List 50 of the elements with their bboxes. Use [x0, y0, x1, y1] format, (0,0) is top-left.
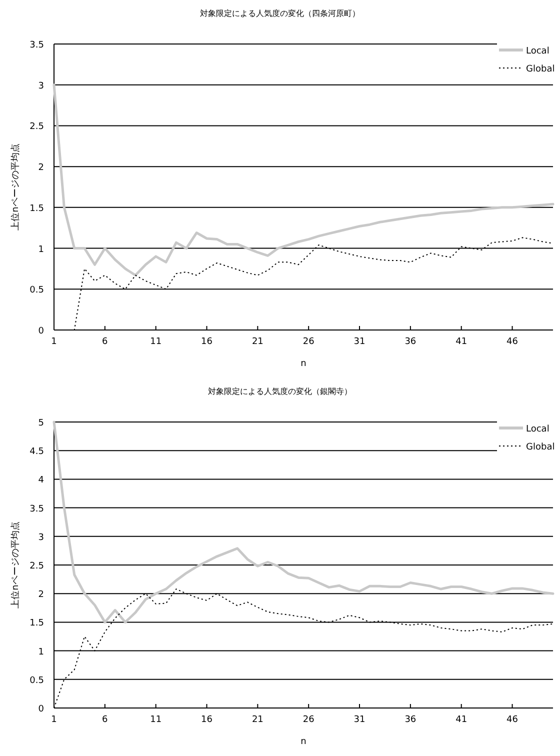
- legend-label: Global: [526, 64, 555, 74]
- y-tick-label: 2: [38, 163, 44, 174]
- y-tick-label: 1: [38, 244, 44, 255]
- y-tick-label: 1.5: [30, 618, 44, 629]
- y-tick-label: 0.5: [30, 286, 44, 296]
- x-tick-label: 6: [102, 337, 108, 347]
- x-tick-label: 6: [102, 715, 108, 725]
- y-tick-label: 3: [38, 532, 44, 543]
- y-tick-label: 2: [38, 590, 44, 600]
- y-tick-label: 1: [38, 647, 44, 658]
- x-tick-label: 31: [354, 337, 366, 347]
- y-tick-label: 4.5: [30, 447, 44, 458]
- x-tick-label: 21: [252, 715, 264, 725]
- legend-label: Local: [526, 46, 550, 56]
- y-tick-label: 0: [38, 326, 44, 336]
- y-tick-label: 2.5: [30, 562, 44, 572]
- y-tick-label: 3: [38, 81, 44, 92]
- x-tick-label: 36: [404, 715, 416, 725]
- x-tick-label: 46: [506, 715, 518, 725]
- x-tick-label: 21: [252, 337, 264, 347]
- chart-title: 対象限定による人気度の変化（四条河原町）: [200, 9, 360, 18]
- y-tick-label: 3.5: [30, 40, 44, 50]
- x-tick-label: 26: [302, 337, 315, 347]
- x-tick-label: 1: [51, 337, 57, 347]
- x-tick-label: 41: [456, 715, 468, 725]
- y-tick-label: 2.5: [30, 122, 44, 132]
- x-tick-label: 36: [404, 337, 416, 347]
- y-tick-label: 0: [38, 704, 44, 714]
- chart-title: 対象限定による人気度の変化（銀閣寺）: [208, 387, 352, 396]
- x-axis-title: n: [300, 737, 306, 747]
- x-tick-label: 16: [201, 715, 213, 725]
- x-tick-label: 31: [354, 715, 366, 725]
- y-axis-title: 上位nページの平均点: [10, 144, 21, 230]
- y-axis-title: 上位nページの平均点: [10, 522, 21, 608]
- legend-label: Local: [526, 424, 550, 434]
- legend-label: Global: [526, 442, 555, 452]
- y-tick-label: 4: [38, 476, 44, 486]
- x-tick-label: 16: [201, 337, 213, 347]
- y-tick-label: 3.5: [30, 504, 44, 514]
- y-tick-label: 1.5: [30, 204, 44, 214]
- x-tick-label: 26: [302, 715, 315, 725]
- x-tick-label: 11: [150, 715, 162, 725]
- y-tick-label: 0.5: [30, 676, 44, 686]
- y-tick-label: 5: [38, 418, 44, 428]
- x-tick-label: 11: [150, 337, 162, 347]
- x-tick-label: 41: [456, 337, 468, 347]
- x-tick-label: 1: [51, 715, 57, 725]
- line-series: [52, 84, 554, 276]
- x-tick-label: 46: [506, 337, 518, 347]
- x-axis-title: n: [300, 359, 306, 369]
